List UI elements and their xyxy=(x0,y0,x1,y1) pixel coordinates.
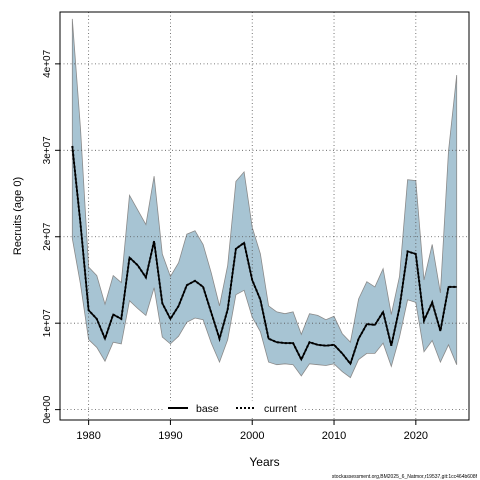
series-line-current xyxy=(71,145,457,366)
x-tick-label: 2020 xyxy=(404,430,428,442)
axis-layer: 1980 1990 2000 2010 2020 0e+00 1e+07 2e+07 3e+07… xyxy=(42,49,428,442)
confidence-band xyxy=(71,18,458,379)
x-tick-label: 2010 xyxy=(322,430,346,442)
legend-label-current: current xyxy=(264,403,297,415)
legend-label-base: base xyxy=(196,403,219,415)
legend-box xyxy=(164,401,302,416)
y-tick-label: 3e+07 xyxy=(42,136,53,165)
x-axis-label: Years xyxy=(249,455,279,469)
y-tick-label: 0e+00 xyxy=(42,395,53,424)
x-tick-label: 1990 xyxy=(158,430,182,442)
x-tick-label: 1980 xyxy=(76,430,100,442)
grid-layer xyxy=(60,12,469,420)
series-layer xyxy=(71,145,457,366)
plot-frame xyxy=(59,11,470,421)
x-tick-label: 2000 xyxy=(240,430,264,442)
y-tick-label: 1e+07 xyxy=(42,309,53,338)
confidence-band-layer xyxy=(71,18,458,379)
footer-note: stockassessment.org,BM2025_6_Natmor,r195… xyxy=(332,474,478,480)
y-axis-label: Recruits (age 0) xyxy=(12,177,24,255)
y-tick-label: 4e+07 xyxy=(42,49,53,78)
y-tick-label: 2e+07 xyxy=(42,222,53,251)
legend: base current xyxy=(164,401,302,416)
